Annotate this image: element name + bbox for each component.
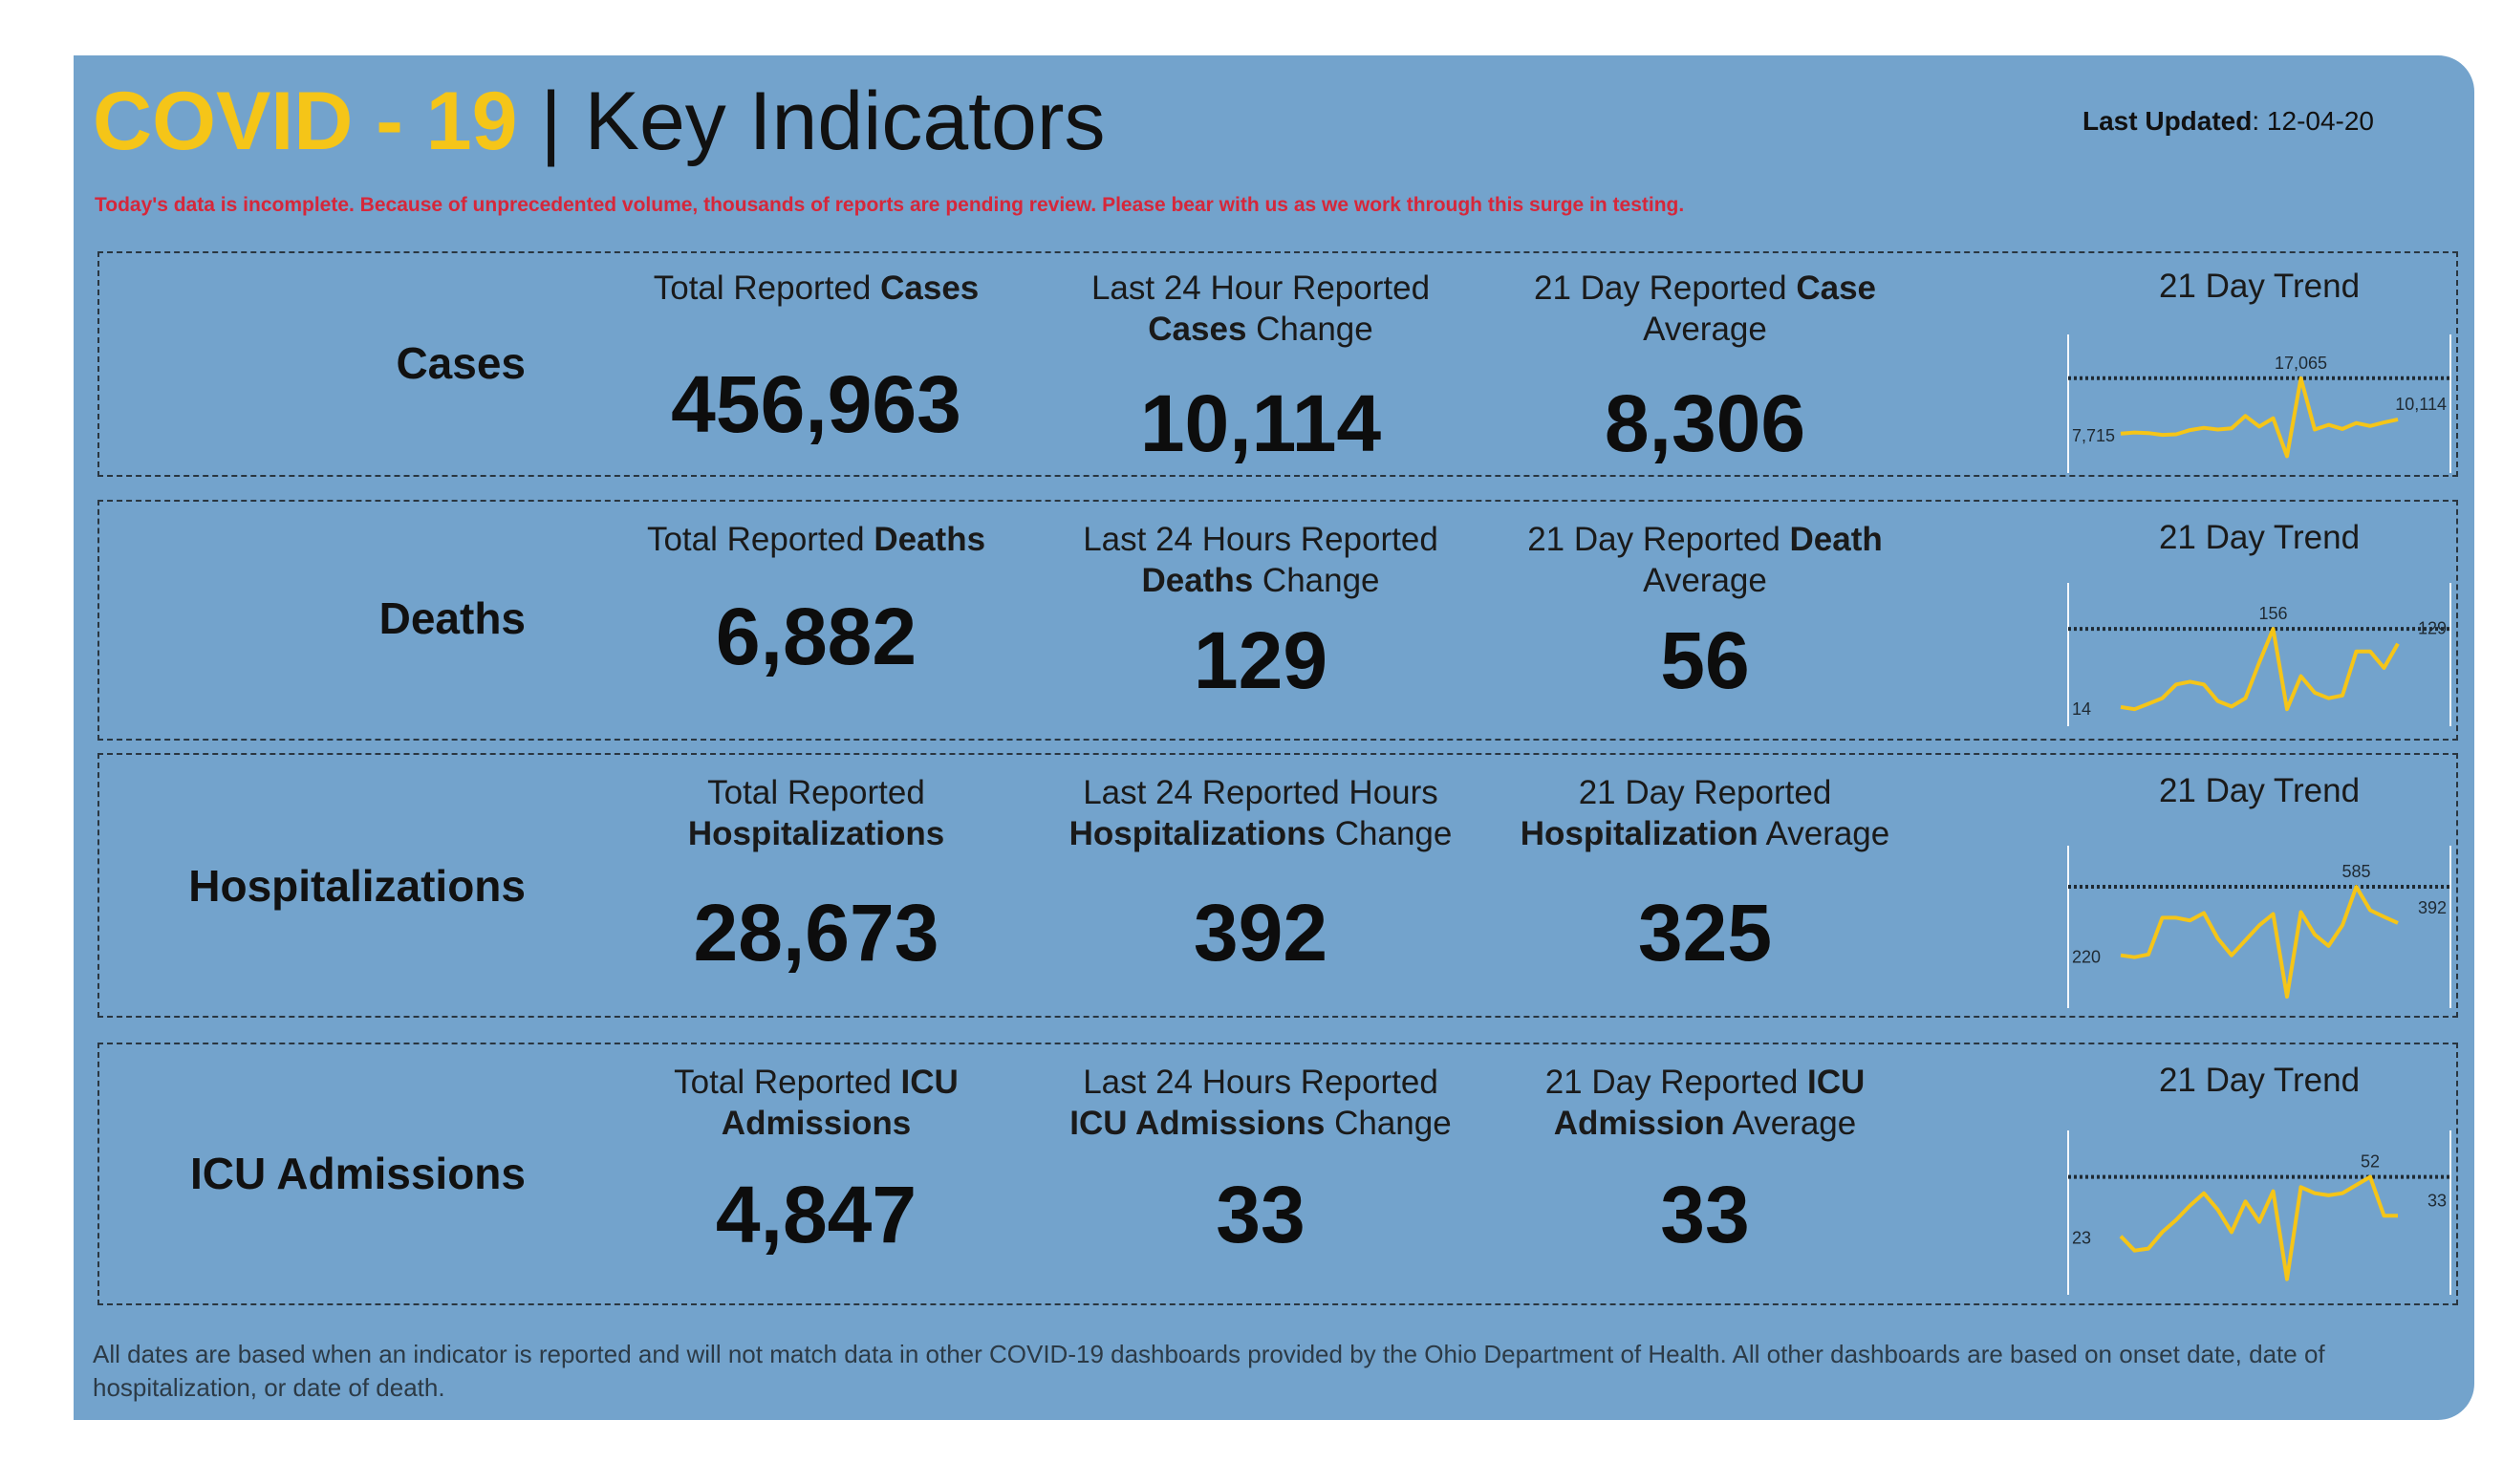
metric-title: 21 Day Reported Hospitalization Average xyxy=(1520,774,1890,852)
metric-value: 4,847 xyxy=(715,1170,917,1259)
page-title: COVID - 19 | Key Indicators xyxy=(93,75,1106,169)
trend-max-label: 156 xyxy=(2258,604,2287,623)
metric-value: 325 xyxy=(1637,888,1773,978)
trend-last-label: 10,114 xyxy=(2395,395,2447,414)
metric-value: 56 xyxy=(1660,615,1750,705)
cases-average-cell: 21 Day Reported Case Average 8,306 xyxy=(1504,268,1906,473)
dashboard-panel: COVID - 19 | Key Indicators Last Updated… xyxy=(74,55,2474,1420)
trend-first-label: 220 xyxy=(2072,948,2101,967)
metric-value: 8,306 xyxy=(1604,378,1806,468)
metric-title: 21 Day Reported Death Average xyxy=(1527,521,1883,599)
row-label: Deaths xyxy=(378,593,526,643)
row-deaths: Deaths Total Reported Deaths 6,882 Last … xyxy=(97,500,2458,741)
cases-trend-chart: 17,065 7,715 10,114 xyxy=(2067,334,2451,473)
metric-title: 21 Day Reported Case Average xyxy=(1534,269,1876,348)
title-accent: COVID - 19 xyxy=(93,75,518,167)
row-label: ICU Admissions xyxy=(189,1149,526,1198)
metric-value: 6,882 xyxy=(715,591,917,681)
metric-title: 21 Day Reported ICU Admission Average xyxy=(1544,1064,1866,1142)
trend-first-label: 7,715 xyxy=(2072,426,2115,445)
trend-line xyxy=(2120,627,2400,712)
metric-title: Last 24 Reported Hours Hospitalizations C… xyxy=(1068,774,1453,852)
icu-trend-chart: 52 23 33 xyxy=(2067,1130,2451,1295)
trend-first-label: 23 xyxy=(2072,1229,2091,1248)
total-icu-cell: Total Reported ICU Admissions 4,847 xyxy=(615,1062,1017,1301)
metric-value: 28,673 xyxy=(693,888,939,978)
title-rest: | Key Indicators xyxy=(517,75,1106,167)
metric-value: 33 xyxy=(1660,1170,1750,1259)
metric-value: 129 xyxy=(1193,615,1328,705)
total-deaths-cell: Total Reported Deaths 6,882 xyxy=(615,519,1017,734)
last-updated: Last Updated: 12-04-20 xyxy=(2082,106,2374,137)
trend-line xyxy=(2120,376,2399,459)
metric-title: Total Reported Hospitalizations xyxy=(687,774,945,852)
metric-title: Total Reported Cases xyxy=(653,269,980,307)
footer-note: All dates are based when an indicator is… xyxy=(93,1340,2325,1402)
metric-value: 392 xyxy=(1193,888,1328,978)
deaths-trend-chart: 156 14 129 xyxy=(2067,583,2451,726)
trend-last-label: 33 xyxy=(2427,1191,2447,1210)
hospitalizations-change-cell: Last 24 Reported Hours Hospitalizations C… xyxy=(1060,772,1461,1011)
trend-max-label: 585 xyxy=(2341,862,2370,881)
total-hospitalizations-cell: Total Reported Hospitalizations 28,673 xyxy=(615,772,1017,1011)
trend-title: 21 Day Trend xyxy=(2158,519,2361,556)
deaths-average-cell: 21 Day Reported Death Average 56 xyxy=(1504,519,1906,734)
hospitalizations-average-cell: 21 Day Reported Hospitalization Average 3… xyxy=(1504,772,1906,1011)
row-label: Cases xyxy=(396,338,526,388)
metric-title: Last 24 Hours Reported Deaths Change xyxy=(1083,521,1438,599)
trend-line xyxy=(2120,885,2399,999)
trend-title: 21 Day Trend xyxy=(2158,772,2361,809)
total-cases-cell: Total Reported Cases 456,963 xyxy=(615,268,1017,473)
last-updated-label: Last Updated xyxy=(2082,106,2253,136)
metric-title: Last 24 Hour Reported Cases Change xyxy=(1090,269,1431,348)
trend-max-label: 52 xyxy=(2361,1152,2380,1172)
metric-title: Last 24 Hours Reported ICU Admissions Cha… xyxy=(1069,1064,1452,1142)
row-hospitalizations: Hospitalizations Total Reported Hospitali… xyxy=(97,753,2458,1018)
row-icu-admissions: ICU Admissions Total Reported ICU Admissi… xyxy=(97,1043,2458,1305)
hospitalizations-trend-chart: 585 220 392 xyxy=(2067,846,2451,1008)
deaths-change-cell: Last 24 Hours Reported Deaths Change 129 xyxy=(1060,519,1461,734)
icu-average-cell: 21 Day Reported ICU Admission Average 33 xyxy=(1504,1062,1906,1301)
row-label: Hospitalizations xyxy=(188,861,526,911)
trend-last-label: 392 xyxy=(2418,898,2447,917)
icu-change-cell: Last 24 Hours Reported ICU Admissions Cha… xyxy=(1060,1062,1461,1301)
cases-change-cell: Last 24 Hour Reported Cases Change 10,114 xyxy=(1060,268,1461,473)
trend-first-label: 14 xyxy=(2072,699,2091,719)
metric-value: 10,114 xyxy=(1139,378,1382,468)
trend-line xyxy=(2119,1174,2398,1281)
metric-title: Total Reported Deaths xyxy=(646,521,986,558)
metric-title: Total Reported ICU Admissions xyxy=(674,1064,959,1142)
trend-last-label: 129 xyxy=(2418,619,2447,638)
incomplete-data-warning: Today's data is incomplete. Because of u… xyxy=(95,194,1685,216)
last-updated-value: : 12-04-20 xyxy=(2252,106,2374,136)
metric-value: 456,963 xyxy=(671,359,961,449)
row-cases: Cases Total Reported Cases 456,963 Last … xyxy=(97,251,2458,477)
metric-value: 33 xyxy=(1216,1170,1305,1259)
trend-max-label: 17,065 xyxy=(2275,354,2327,373)
trend-title: 21 Day Trend xyxy=(2158,1062,2361,1099)
trend-title: 21 Day Trend xyxy=(2158,268,2361,305)
